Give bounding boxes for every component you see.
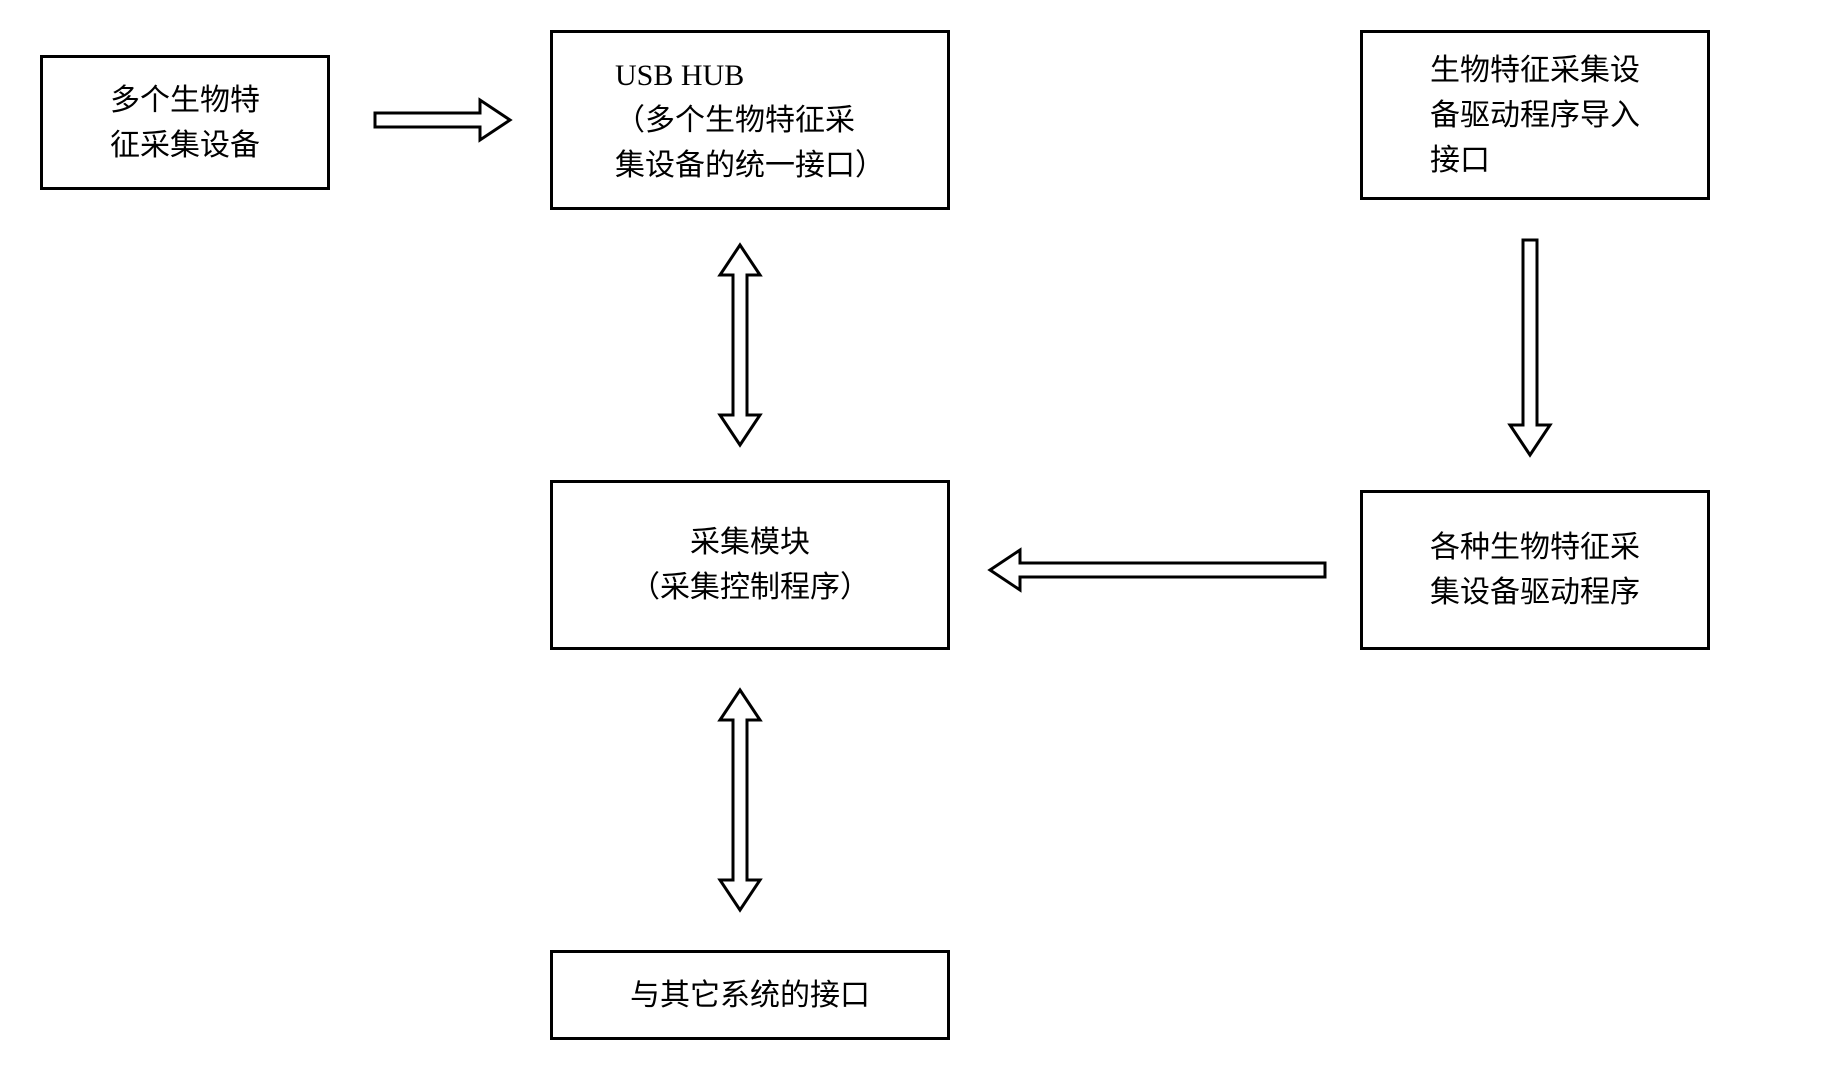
node-devices: 多个生物特 征采集设备: [40, 55, 330, 190]
arrow-devices-to-hub: [370, 95, 515, 145]
node-other-interface: 与其它系统的接口: [550, 950, 950, 1040]
node-devices-label: 多个生物特 征采集设备: [110, 78, 260, 168]
node-capture-module: 采集模块 （采集控制程序）: [550, 480, 950, 650]
node-driver-import-label: 生物特征采集设 备驱动程序导入 接口: [1430, 48, 1640, 183]
node-driver-import: 生物特征采集设 备驱动程序导入 接口: [1360, 30, 1710, 200]
arrow-drivers-to-capture: [985, 545, 1330, 595]
node-other-interface-label: 与其它系统的接口: [630, 973, 870, 1018]
node-usb-hub: USB HUB （多个生物特征采 集设备的统一接口）: [550, 30, 950, 210]
node-drivers-label: 各种生物特征采 集设备驱动程序: [1430, 525, 1640, 615]
arrow-capture-to-other: [715, 685, 765, 915]
node-usb-hub-label: USB HUB （多个生物特征采 集设备的统一接口）: [615, 53, 885, 188]
node-capture-module-label: 采集模块 （采集控制程序）: [630, 520, 870, 610]
arrow-import-to-drivers: [1505, 235, 1555, 460]
node-drivers: 各种生物特征采 集设备驱动程序: [1360, 490, 1710, 650]
arrow-hub-to-capture: [715, 240, 765, 450]
